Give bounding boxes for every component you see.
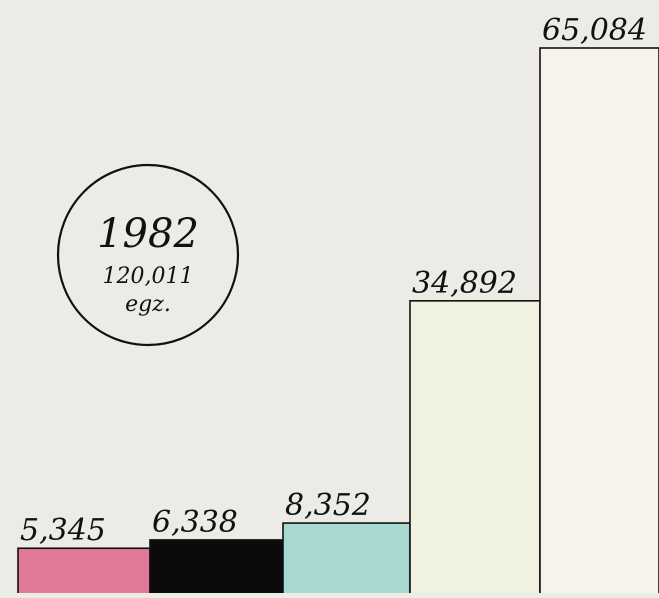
- bar-5: [539, 47, 659, 596]
- bars-group: [17, 47, 659, 596]
- annotation-circle: [56, 163, 240, 347]
- bar-2: [149, 539, 284, 596]
- value-labels-group: 5,345 6,338 8,352 34,892 65,084: [20, 13, 647, 548]
- total-annotation: 1982 120,011 egz.: [56, 163, 240, 347]
- value-label-1: 5,345: [20, 513, 106, 548]
- bar-3: [282, 522, 411, 596]
- annotation-year: 1982: [97, 211, 199, 257]
- value-label-4: 34,892: [412, 266, 517, 301]
- bar-1: [17, 547, 151, 596]
- value-label-5: 65,084: [542, 13, 647, 48]
- value-label-2: 6,338: [152, 505, 238, 540]
- bar-4: [409, 300, 541, 596]
- value-label-3: 8,352: [285, 488, 371, 523]
- annotation-total: 120,011: [103, 264, 194, 289]
- annotation-unit: egz.: [125, 292, 171, 317]
